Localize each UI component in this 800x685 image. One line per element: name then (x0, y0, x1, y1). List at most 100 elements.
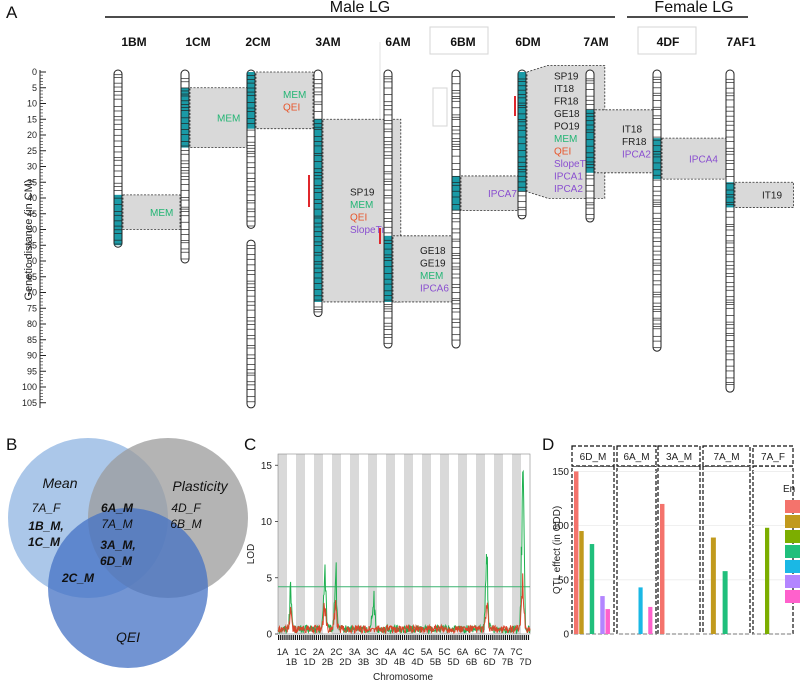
chromosome-6dm: 6DMSP19IT18FR18GE18PO19MEMQEISlopeTmIPCA… (515, 35, 606, 220)
chromosome-label: 2CM (245, 35, 270, 49)
venn-labels: Mean Plasticity QEI 7A_F 1B_M, 1C_M 6A_M… (28, 475, 229, 645)
legend-swatch (785, 530, 800, 543)
qtl-label: MEM (150, 208, 173, 219)
marker-tick (425, 635, 427, 640)
marker-tick (332, 635, 334, 640)
qtl-callout (734, 181, 794, 208)
facet-label: 6A_M (623, 452, 649, 463)
ytick-label: 50 (27, 225, 37, 235)
marker-tick (498, 635, 500, 640)
ytick-label: 90 (27, 351, 37, 361)
legend-title: En (783, 484, 795, 495)
qtl-label: SlopeTm (554, 159, 594, 170)
ytick-label: 60 (27, 256, 37, 266)
label-box-6bm (429, 26, 489, 55)
marker-tick (359, 635, 362, 640)
marker-tick (527, 635, 530, 640)
marker-tick (282, 635, 284, 640)
chromosome-tick-label: 5C (438, 647, 450, 658)
marker-tick (341, 635, 343, 640)
marker-tick (502, 635, 504, 640)
chromosome-band (278, 454, 287, 634)
qtl-label: QEI (554, 146, 571, 157)
marker-tick (292, 635, 294, 640)
marker-tick (414, 635, 416, 640)
ytick-label: 20 (27, 130, 37, 140)
chromosome-band (287, 454, 296, 634)
ytick-label: 65 (27, 272, 37, 282)
effect-bar (638, 587, 643, 634)
marker-tick (513, 635, 515, 640)
venn-all-item: 3A_M, (100, 538, 135, 552)
chromosome-label: 7AM (583, 35, 608, 49)
venn-plasticity-label: Plasticity (172, 478, 228, 494)
marker-box-6bm (432, 87, 448, 127)
chromosome-tick-label: 2C (330, 647, 342, 658)
label-box-4df (637, 26, 697, 55)
venn-plast-item: 4D_F (171, 501, 201, 515)
marker-tick (408, 635, 410, 640)
ytick-label: 95 (27, 366, 37, 376)
qtl-effect-ylabel: QTL effect (in GDD) (552, 506, 563, 594)
chromosome-tick-label: 5B (430, 657, 442, 668)
qtl-ytick-label: 150 (552, 467, 569, 478)
chromosome-tick-label: 3C (366, 647, 378, 658)
marker-tick (397, 635, 399, 640)
chromosome-tick-label: 2D (339, 657, 351, 668)
qtl-label: QEI (350, 213, 367, 224)
marker-tick (320, 635, 322, 640)
chromosome-tick-label: 6D (483, 657, 495, 668)
chromosome-band (449, 454, 458, 634)
marker-tick (464, 635, 467, 640)
marker-tick (296, 635, 299, 640)
marker-tick (433, 635, 435, 640)
marker-tick (446, 635, 448, 640)
marker-tick (303, 635, 305, 640)
chromosome-tick-label: 7D (519, 657, 531, 668)
venn-mean-label: Mean (42, 475, 77, 491)
female-lg-title: Female LG (654, 0, 733, 16)
chromosome-tick-label: 4B (394, 657, 406, 668)
qtl-label: PO19 (554, 121, 580, 132)
marker-tick (294, 635, 296, 640)
marker-tick (345, 635, 347, 640)
chromosome-tick-label: 2B (322, 657, 334, 668)
marker-tick (313, 635, 315, 640)
venn-plast-item: 6B_M (170, 517, 201, 531)
marker-tick (422, 635, 425, 640)
marker-tick (458, 635, 460, 640)
marker-tick (515, 635, 517, 640)
chromosome-body (383, 69, 393, 349)
chromosome-label: 6BM (450, 35, 475, 49)
marker-tick (355, 635, 357, 640)
chromosome-band (485, 454, 494, 634)
venn-all-item: 6D_M (100, 554, 133, 568)
qtl-region (114, 194, 122, 246)
facet-strip (571, 445, 615, 467)
qtl-effect-chart: 0 50 100 150 6D_M 6A_M 3A_M 7A_M 7A_F (552, 445, 800, 641)
chromosome-band (395, 454, 404, 634)
legend-swatch (785, 590, 800, 603)
marker-tick (353, 635, 355, 640)
marker-tick (374, 635, 376, 640)
chromosome-label: 6AM (385, 35, 410, 49)
qtl-callout (526, 64, 606, 199)
marker-tick (370, 635, 372, 640)
chromosome-band (422, 454, 431, 634)
marker-tick (496, 635, 498, 640)
qtl-callout (255, 71, 314, 130)
chromosome-tick-label: 6A (457, 647, 469, 658)
marker-tick (418, 635, 420, 640)
marker-tick (435, 635, 437, 640)
chromosome-band (521, 454, 530, 634)
marker-tick (412, 635, 414, 640)
marker-tick (504, 635, 506, 640)
lod-ytick-label: 5 (266, 573, 272, 584)
chromosome-tick-label: 5D (447, 657, 459, 668)
ytick-label: 105 (22, 398, 37, 408)
ytick-label: 40 (27, 193, 37, 203)
chromosome-tick-label: 4C (402, 647, 414, 658)
chromosome-band (323, 454, 332, 634)
chromosome-band (368, 454, 377, 634)
marker-tick (347, 635, 349, 640)
